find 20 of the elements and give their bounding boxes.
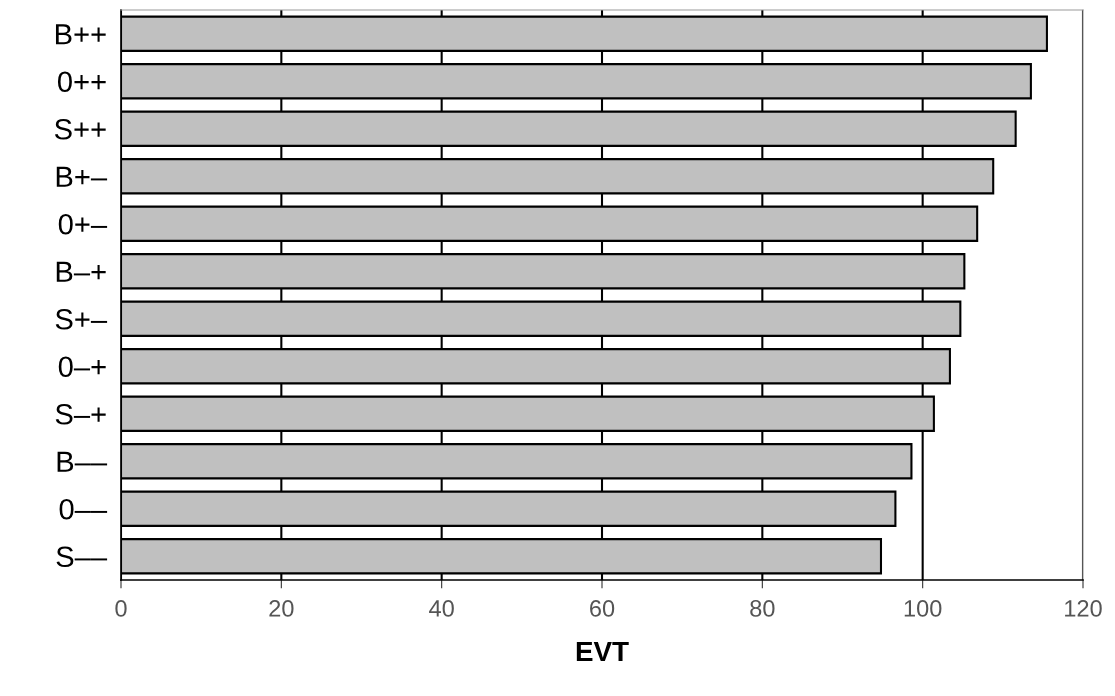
y-tick-label: 0–+ xyxy=(58,356,106,378)
x-tick-label: 0 xyxy=(115,600,127,617)
y-tick-label: S+– xyxy=(55,308,108,330)
x-tick-label: 60 xyxy=(590,600,615,617)
x-tick-label: 100 xyxy=(904,600,942,617)
y-tick-label: 0–– xyxy=(59,498,108,520)
y-tick-label: S++ xyxy=(54,118,106,140)
y-tick-label: S–– xyxy=(56,546,108,568)
x-axis-title: EVT xyxy=(576,641,629,662)
y-tick-label: S–+ xyxy=(55,403,106,425)
x-tick-label: 80 xyxy=(750,600,775,617)
x-tick-label: 40 xyxy=(429,600,454,617)
y-tick-label: B–– xyxy=(57,451,108,472)
y-tick-label: B++ xyxy=(55,24,106,45)
y-tick-label: B–+ xyxy=(56,261,106,282)
y-tick-label: 0++ xyxy=(57,71,106,93)
y-tick-label: B+– xyxy=(56,166,108,187)
x-tick-label: 120 xyxy=(1065,600,1102,617)
x-tick-label: 20 xyxy=(269,600,294,617)
y-tick-label: 0+– xyxy=(58,213,108,235)
